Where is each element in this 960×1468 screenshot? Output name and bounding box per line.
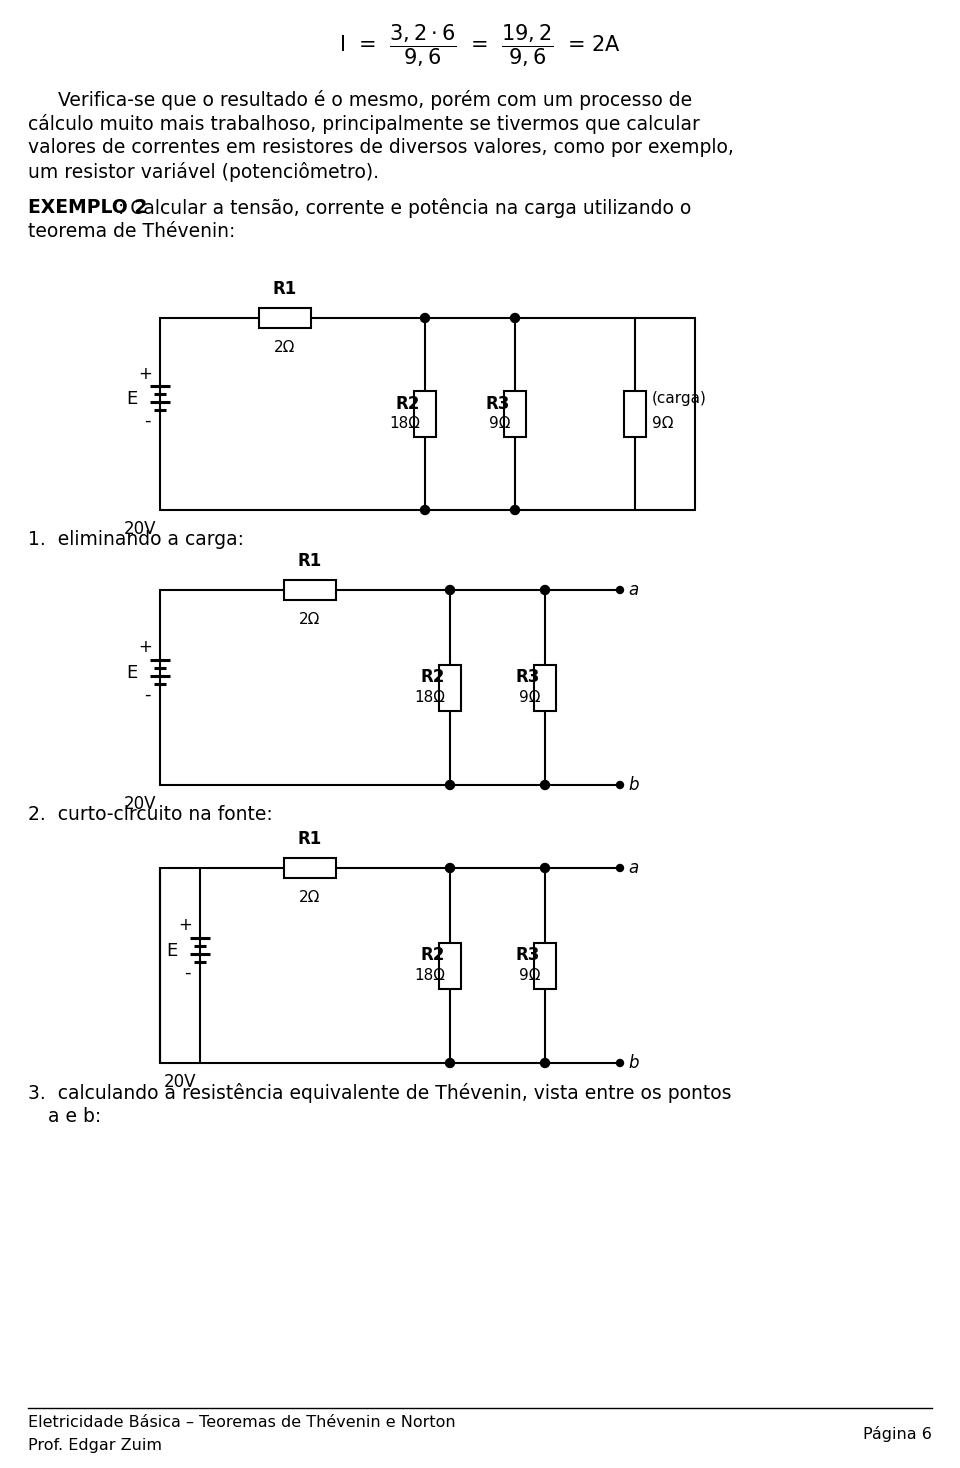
Circle shape: [445, 586, 454, 595]
Circle shape: [540, 586, 549, 595]
Text: R1: R1: [298, 829, 323, 849]
Text: +: +: [138, 639, 152, 656]
Bar: [439, 942, 461, 988]
Text: valores de correntes em resistores de diversos valores, como por exemplo,: valores de correntes em resistores de di…: [28, 138, 733, 157]
Text: Eletricidade Básica – Teoremas de Thévenin e Norton: Eletricidade Básica – Teoremas de Théven…: [28, 1415, 456, 1430]
Text: R3: R3: [516, 947, 540, 964]
Circle shape: [540, 863, 549, 872]
Text: R2: R2: [420, 668, 445, 687]
Bar: [414, 390, 436, 437]
Text: 2Ω: 2Ω: [300, 612, 321, 627]
Text: Verifica-se que o resultado é o mesmo, porém com um processo de: Verifica-se que o resultado é o mesmo, p…: [28, 90, 692, 110]
Text: -: -: [144, 686, 151, 703]
Text: b: b: [628, 1054, 638, 1072]
Circle shape: [445, 1058, 454, 1067]
Text: E: E: [127, 390, 138, 408]
Text: 9Ω: 9Ω: [518, 967, 540, 984]
Bar: [534, 942, 556, 988]
Text: E: E: [127, 664, 138, 681]
Text: 3.  calculando a resistência equivalente de Thévenin, vista entre os pontos: 3. calculando a resistência equivalente …: [28, 1083, 732, 1102]
Text: +: +: [178, 916, 192, 935]
Text: 18Ω: 18Ω: [414, 690, 445, 705]
Text: 2Ω: 2Ω: [275, 341, 296, 355]
Text: um resistor variável (potenciômetro).: um resistor variável (potenciômetro).: [28, 161, 379, 182]
Text: Prof. Edgar Zuim: Prof. Edgar Zuim: [28, 1439, 162, 1453]
Bar: [284, 857, 336, 878]
Bar: [624, 390, 646, 437]
Text: 2Ω: 2Ω: [300, 890, 321, 904]
Text: : Calcular a tensão, corrente e potência na carga utilizando o: : Calcular a tensão, corrente e potência…: [118, 198, 691, 219]
Bar: [439, 665, 461, 711]
Text: b: b: [628, 777, 638, 794]
Circle shape: [445, 863, 454, 872]
Bar: [534, 665, 556, 711]
Text: a: a: [628, 581, 638, 599]
Text: a e b:: a e b:: [48, 1107, 101, 1126]
Text: 20V: 20V: [164, 1073, 196, 1091]
Text: -: -: [144, 413, 151, 430]
Text: R1: R1: [298, 552, 323, 570]
Bar: [259, 308, 311, 327]
Text: 18Ω: 18Ω: [389, 417, 420, 432]
Text: cálculo muito mais trabalhoso, principalmente se tivermos que calcular: cálculo muito mais trabalhoso, principal…: [28, 115, 700, 134]
Circle shape: [420, 505, 429, 514]
Text: I  =  $\dfrac{3,2 \cdot 6}{9,6}$  =  $\dfrac{19,2}{9,6}$  = 2A: I = $\dfrac{3,2 \cdot 6}{9,6}$ = $\dfrac…: [339, 22, 621, 69]
Text: 20V: 20V: [124, 796, 156, 813]
Text: R2: R2: [396, 395, 420, 413]
Circle shape: [511, 314, 519, 323]
Text: 2.  curto-circuito na fonte:: 2. curto-circuito na fonte:: [28, 804, 273, 824]
Text: Página 6: Página 6: [863, 1425, 932, 1442]
Text: 9Ω: 9Ω: [518, 690, 540, 705]
Text: 9Ω: 9Ω: [652, 417, 674, 432]
Text: a: a: [628, 859, 638, 876]
Text: R1: R1: [273, 280, 298, 298]
Text: 18Ω: 18Ω: [414, 967, 445, 984]
Circle shape: [616, 781, 623, 788]
Circle shape: [445, 781, 454, 790]
Circle shape: [616, 865, 623, 872]
Circle shape: [540, 781, 549, 790]
Text: 20V: 20V: [124, 520, 156, 537]
Text: R2: R2: [420, 947, 445, 964]
Text: 1.  eliminando a carga:: 1. eliminando a carga:: [28, 530, 244, 549]
Text: teorema de Thévenin:: teorema de Thévenin:: [28, 222, 235, 241]
Bar: [284, 580, 336, 600]
Text: +: +: [138, 366, 152, 383]
Circle shape: [540, 1058, 549, 1067]
Text: 9Ω: 9Ω: [489, 417, 510, 432]
Bar: [504, 390, 526, 437]
Text: (carga): (carga): [652, 392, 707, 407]
Circle shape: [511, 505, 519, 514]
Circle shape: [420, 314, 429, 323]
Circle shape: [616, 1060, 623, 1066]
Text: -: -: [183, 963, 190, 982]
Text: R3: R3: [516, 668, 540, 687]
Text: R3: R3: [486, 395, 510, 413]
Text: E: E: [167, 941, 178, 960]
Text: EXEMPLO 2: EXEMPLO 2: [28, 198, 147, 217]
Circle shape: [616, 587, 623, 593]
